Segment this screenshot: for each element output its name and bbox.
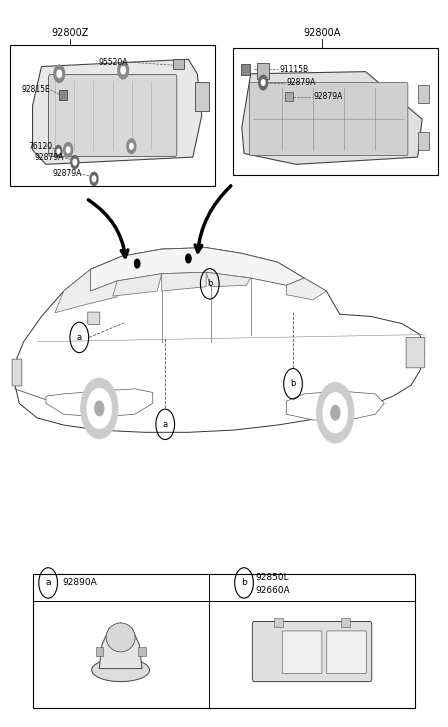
FancyBboxPatch shape [341, 618, 350, 627]
FancyBboxPatch shape [252, 622, 372, 682]
FancyBboxPatch shape [418, 84, 429, 103]
FancyBboxPatch shape [96, 647, 103, 656]
Text: 92800A: 92800A [303, 28, 340, 38]
Polygon shape [33, 60, 202, 164]
Polygon shape [206, 272, 251, 286]
Circle shape [186, 254, 191, 263]
Circle shape [71, 156, 79, 169]
FancyBboxPatch shape [274, 618, 283, 627]
Text: 92800Z: 92800Z [52, 28, 89, 38]
FancyBboxPatch shape [241, 64, 250, 75]
Circle shape [331, 406, 340, 420]
Circle shape [73, 159, 77, 165]
Text: 76120: 76120 [28, 142, 52, 150]
Text: a: a [163, 419, 168, 429]
Polygon shape [55, 269, 117, 313]
FancyBboxPatch shape [327, 631, 366, 674]
Circle shape [57, 71, 61, 78]
Polygon shape [286, 278, 327, 300]
Polygon shape [242, 72, 422, 164]
FancyBboxPatch shape [33, 574, 415, 707]
Text: 92879A: 92879A [52, 169, 82, 178]
Text: b: b [207, 279, 212, 289]
Polygon shape [15, 248, 424, 433]
Circle shape [317, 382, 354, 443]
Circle shape [259, 76, 267, 89]
Text: 91115B: 91115B [280, 65, 309, 74]
Circle shape [127, 139, 136, 153]
Text: 92660A: 92660A [255, 586, 290, 595]
Polygon shape [162, 272, 206, 291]
FancyBboxPatch shape [250, 82, 408, 156]
FancyBboxPatch shape [10, 45, 215, 186]
Polygon shape [90, 248, 304, 291]
Circle shape [129, 143, 133, 149]
Text: a: a [45, 579, 51, 587]
FancyBboxPatch shape [406, 337, 425, 368]
Text: 92879A: 92879A [313, 92, 342, 102]
FancyBboxPatch shape [195, 81, 209, 111]
Text: a: a [77, 333, 82, 342]
FancyBboxPatch shape [418, 132, 429, 150]
Text: 92879A: 92879A [35, 153, 64, 161]
Circle shape [90, 172, 98, 185]
Polygon shape [286, 391, 384, 420]
Polygon shape [46, 389, 153, 417]
Circle shape [57, 149, 60, 153]
Text: 92815E: 92815E [22, 85, 50, 95]
Text: 92850L: 92850L [255, 573, 289, 582]
FancyBboxPatch shape [173, 60, 184, 70]
Text: b: b [241, 579, 247, 587]
FancyBboxPatch shape [258, 63, 268, 79]
Circle shape [121, 67, 125, 74]
FancyBboxPatch shape [59, 89, 67, 100]
Circle shape [95, 401, 104, 416]
Circle shape [118, 62, 129, 79]
Circle shape [64, 142, 73, 157]
Text: 95520A: 95520A [99, 57, 128, 67]
Circle shape [55, 145, 62, 157]
FancyBboxPatch shape [48, 75, 177, 156]
FancyBboxPatch shape [233, 49, 438, 175]
Text: b: b [290, 379, 296, 388]
Circle shape [87, 388, 112, 429]
FancyBboxPatch shape [88, 312, 100, 324]
FancyBboxPatch shape [12, 359, 22, 386]
Text: 92879A: 92879A [286, 78, 316, 87]
Polygon shape [113, 273, 162, 296]
FancyBboxPatch shape [282, 631, 322, 674]
Circle shape [261, 79, 265, 85]
FancyBboxPatch shape [138, 647, 146, 656]
Circle shape [81, 378, 118, 439]
Circle shape [66, 147, 70, 153]
Circle shape [54, 65, 65, 82]
Circle shape [134, 260, 140, 268]
Circle shape [92, 176, 96, 182]
Text: 92890A: 92890A [62, 579, 97, 587]
Ellipse shape [106, 623, 135, 652]
FancyBboxPatch shape [285, 92, 293, 101]
Ellipse shape [92, 659, 150, 682]
Circle shape [323, 393, 348, 433]
Polygon shape [99, 623, 142, 669]
